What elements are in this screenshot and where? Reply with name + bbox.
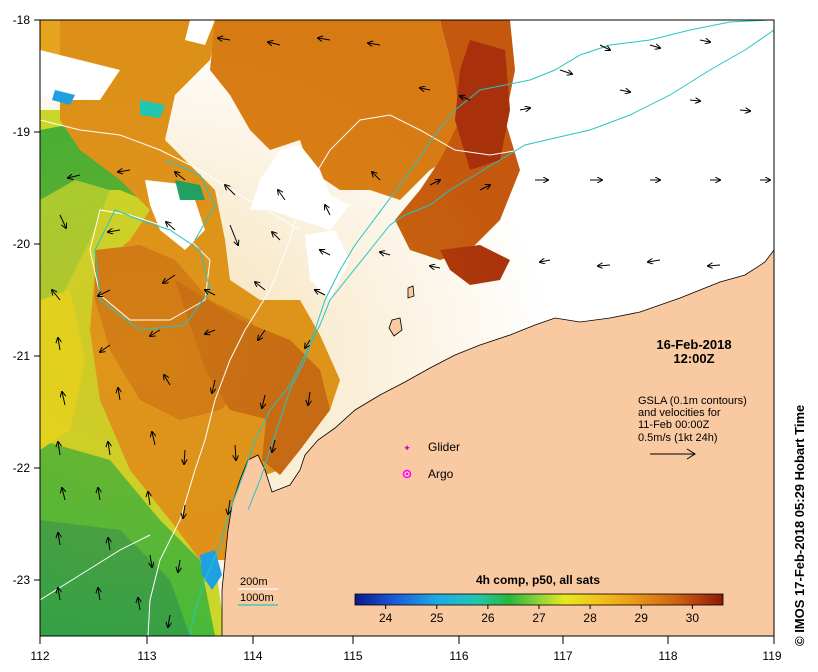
map-time: 12:00Z bbox=[673, 351, 714, 366]
longitude-axis: 112 113 114 115 116 117 118 119 bbox=[30, 636, 782, 663]
argo-label: Argo bbox=[428, 467, 454, 481]
lon-tick-label: 119 bbox=[762, 649, 781, 663]
lat-tick-label: -20 bbox=[13, 237, 31, 251]
credit-text: © IMOS 17-Feb-2018 05:29 Hobart Time bbox=[792, 404, 807, 646]
lat-tick-label: -19 bbox=[13, 125, 31, 139]
lon-tick-label: 118 bbox=[658, 649, 677, 663]
lat-tick-label: -21 bbox=[13, 349, 31, 363]
lon-tick-label: 117 bbox=[553, 649, 572, 663]
colorbar-tick-label: 28 bbox=[583, 611, 597, 625]
lat-tick-label: -23 bbox=[13, 573, 31, 587]
colorbar-title: 4h comp, p50, all sats bbox=[476, 573, 600, 587]
argo-marker-dot bbox=[405, 472, 409, 476]
isobath-200m-line bbox=[40, 21, 774, 636]
colorbar-tick-label: 25 bbox=[430, 611, 444, 625]
gsla-note: GSLA (0.1m contours) and velocities for … bbox=[638, 395, 747, 460]
island bbox=[407, 285, 415, 299]
gsla-note-line: 11-Feb 00:00Z bbox=[638, 419, 710, 431]
isobath-legend: 200m 1000m bbox=[238, 576, 278, 606]
island bbox=[388, 317, 403, 337]
colorbar-tick-label: 30 bbox=[686, 611, 700, 625]
colorbar-tick-label: 26 bbox=[481, 611, 495, 625]
lon-tick-label: 114 bbox=[243, 649, 262, 663]
latitude-axis: -18 -19 -20 -21 -22 -23 bbox=[13, 13, 40, 587]
colorbar-tick-label: 24 bbox=[379, 611, 393, 625]
isobath-200m-label: 200m bbox=[240, 576, 268, 588]
gsla-note-line: GSLA (0.1m contours) bbox=[638, 395, 747, 407]
glider-label: Glider bbox=[428, 440, 460, 454]
colorbar-gradient bbox=[354, 593, 724, 606]
platform-legend: ✦ Glider Argo bbox=[402, 440, 460, 481]
gsla-note-line: and velocities for bbox=[638, 407, 721, 419]
lon-tick-label: 113 bbox=[137, 649, 156, 663]
colorbar-tick-label: 29 bbox=[635, 611, 649, 625]
isobath-1000m-label: 1000m bbox=[240, 592, 274, 604]
lon-tick-label: 112 bbox=[30, 649, 49, 663]
lat-tick-label: -22 bbox=[13, 461, 31, 475]
gsla-note-line: 0.5m/s (1kt 24h) bbox=[638, 432, 717, 444]
velocity-arrows bbox=[52, 38, 770, 627]
plot-frame bbox=[39, 19, 775, 637]
velocity-scale-arrowhead bbox=[686, 448, 696, 460]
colorbar-ticks: 24 25 26 27 28 29 30 bbox=[379, 605, 699, 625]
colorbar-tick-label: 27 bbox=[532, 611, 546, 625]
lon-tick-label: 115 bbox=[343, 649, 362, 663]
argo-marker-icon bbox=[402, 469, 412, 479]
map-date: 16-Feb-2018 bbox=[656, 337, 731, 352]
lon-tick-label: 116 bbox=[449, 649, 468, 663]
map-plot-area bbox=[40, 20, 774, 636]
colorbar: 4h comp, p50, all sats 24 25 26 27 28 29 30 bbox=[354, 573, 724, 625]
glider-marker-icon: ✦ bbox=[403, 443, 411, 453]
lat-tick-label: -18 bbox=[13, 13, 31, 27]
